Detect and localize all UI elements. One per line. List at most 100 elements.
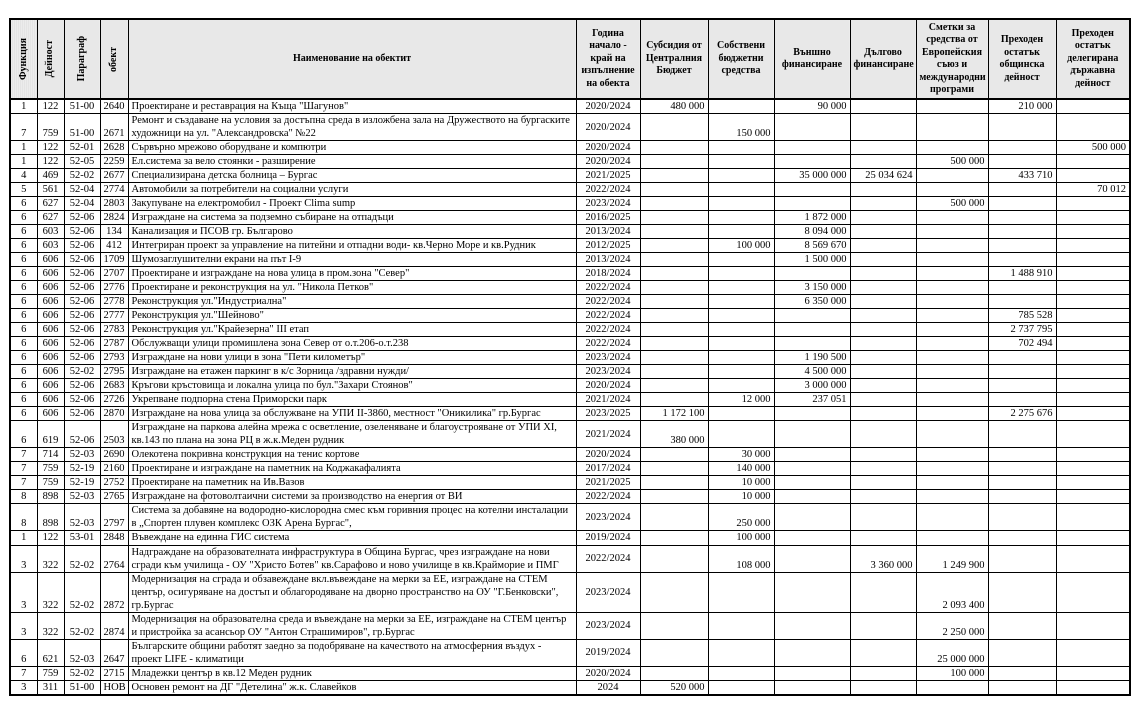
table-row: 6 603 52-06 134 Канализация и ПСОВ гр. Бълга… (9, 224, 1131, 240)
cell-eu-and-international-funds: 25 000 000 (915, 638, 989, 667)
cell-object-name: Реконструкция ул."Индустриална" (127, 294, 577, 310)
cell-carryover-municipal: 210 000 (987, 98, 1057, 114)
column-header-external-financing: Външно финансиране (773, 18, 851, 100)
cell-own-budget-funds: 108 000 (707, 544, 775, 573)
cell-carryover-state (1055, 224, 1131, 240)
cell-object: 1709 (99, 252, 129, 268)
table-row: 1 122 52-01 2628 Сървърно мрежово оборудване… (9, 140, 1131, 156)
cell-carryover-municipal (987, 364, 1057, 380)
cell-object: 2671 (99, 113, 129, 142)
cell-eu-and-international-funds: 1 249 900 (915, 544, 989, 573)
cell-activity: 469 (36, 168, 65, 184)
cell-function: 1 (9, 140, 38, 156)
cell-activity: 322 (36, 611, 65, 640)
cell-paragraph: 52-06 (63, 336, 101, 352)
cell-carryover-state (1055, 280, 1131, 296)
cell-object: НОВ (99, 679, 129, 696)
cell-external-financing (773, 406, 851, 422)
cell-debt-financing (849, 210, 917, 226)
cell-own-budget-funds (707, 406, 775, 422)
cell-paragraph: 52-03 (63, 489, 101, 505)
cell-external-financing (773, 113, 851, 142)
cell-object-name: Модернизация на сграда и обзавеждане вкл… (127, 571, 577, 613)
cell-function: 6 (9, 392, 38, 408)
cell-function: 5 (9, 182, 38, 198)
cell-function: 6 (9, 252, 38, 268)
cell-subsidy-central-budget (639, 475, 709, 491)
table-row: 6 606 52-06 2726 Укрепване подпорна стена Пр… (9, 392, 1131, 408)
cell-own-budget-funds (707, 252, 775, 268)
cell-eu-and-international-funds (915, 364, 989, 380)
cell-carryover-municipal (987, 447, 1057, 463)
cell-paragraph: 52-01 (63, 140, 101, 156)
cell-object: 2764 (99, 544, 129, 573)
table-row: 6 619 52-06 2503 Изграждане на паркова алейн… (9, 420, 1131, 449)
cell-subsidy-central-budget (639, 140, 709, 156)
column-header-object: обект (99, 18, 129, 100)
cell-carryover-municipal (987, 530, 1057, 546)
cell-subsidy-central-budget (639, 461, 709, 477)
cell-object: 2765 (99, 489, 129, 505)
cell-paragraph: 52-19 (63, 461, 101, 477)
cell-own-budget-funds (707, 571, 775, 613)
table-row: 8 898 52-03 2797 Система за добавяне на водо… (9, 503, 1131, 532)
cell-object: 2259 (99, 154, 129, 170)
cell-object: 2872 (99, 571, 129, 613)
cell-subsidy-central-budget (639, 350, 709, 366)
cell-activity: 606 (36, 308, 65, 324)
cell-carryover-state (1055, 503, 1131, 532)
cell-paragraph: 52-06 (63, 238, 101, 254)
cell-object-name: Проектиране и реконструкция на ул. "Нико… (127, 280, 577, 296)
cell-years: 2019/2024 (575, 530, 641, 546)
cell-paragraph: 52-03 (63, 447, 101, 463)
cell-own-budget-funds (707, 364, 775, 380)
cell-own-budget-funds (707, 308, 775, 324)
cell-paragraph: 52-06 (63, 378, 101, 394)
cell-years: 2021/2025 (575, 475, 641, 491)
cell-object-name: Реконструкция ул."Шейново" (127, 308, 577, 324)
cell-debt-financing (849, 571, 917, 613)
cell-external-financing (773, 154, 851, 170)
cell-function: 3 (9, 571, 38, 613)
column-header-own-budget-funds: Собствени бюджетни средства (707, 18, 775, 100)
cell-years: 2023/2024 (575, 503, 641, 532)
cell-object: 2778 (99, 294, 129, 310)
cell-eu-and-international-funds (915, 238, 989, 254)
cell-debt-financing (849, 392, 917, 408)
cell-carryover-state (1055, 475, 1131, 491)
cell-carryover-state (1055, 461, 1131, 477)
cell-own-budget-funds (707, 679, 775, 696)
cell-debt-financing (849, 266, 917, 282)
cell-carryover-state (1055, 308, 1131, 324)
cell-subsidy-central-budget (639, 280, 709, 296)
cell-activity: 606 (36, 266, 65, 282)
cell-subsidy-central-budget (639, 611, 709, 640)
cell-object: 2797 (99, 503, 129, 532)
cell-object-name: Изграждане на нова улица за обслужване н… (127, 406, 577, 422)
cell-paragraph: 52-06 (63, 420, 101, 449)
cell-eu-and-international-funds (915, 140, 989, 156)
cell-object-name: Закупуване на електромобил - Проект Clim… (127, 196, 577, 212)
cell-debt-financing (849, 489, 917, 505)
table-row: 6 627 52-06 2824 Изграждане на система за по… (9, 210, 1131, 226)
cell-own-budget-funds: 10 000 (707, 489, 775, 505)
cell-years: 2023/2024 (575, 364, 641, 380)
cell-carryover-municipal (987, 461, 1057, 477)
cell-activity: 759 (36, 665, 65, 681)
cell-years: 2022/2024 (575, 544, 641, 573)
cell-carryover-state (1055, 420, 1131, 449)
cell-external-financing: 35 000 000 (773, 168, 851, 184)
cell-function: 6 (9, 224, 38, 240)
cell-debt-financing (849, 308, 917, 324)
cell-subsidy-central-budget: 1 172 100 (639, 406, 709, 422)
cell-own-budget-funds (707, 420, 775, 449)
cell-debt-financing: 3 360 000 (849, 544, 917, 573)
cell-debt-financing (849, 224, 917, 240)
cell-object: 2160 (99, 461, 129, 477)
table-row: 6 606 52-06 2783 Реконструкция ул."Крайезерн… (9, 322, 1131, 338)
cell-paragraph: 52-02 (63, 544, 101, 573)
cell-subsidy-central-budget (639, 308, 709, 324)
cell-object-name: Изграждане на паркова алейна мрежа с осв… (127, 420, 577, 449)
cell-paragraph: 52-06 (63, 392, 101, 408)
cell-subsidy-central-budget (639, 544, 709, 573)
